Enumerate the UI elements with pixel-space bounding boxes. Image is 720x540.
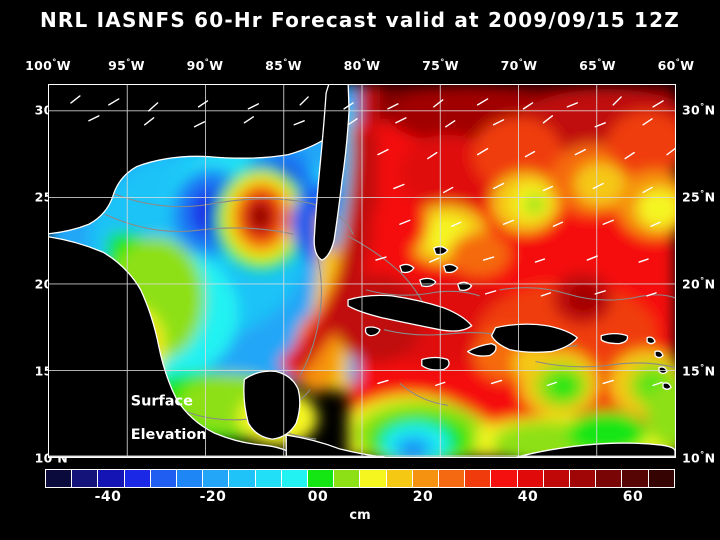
map-plot-area: Surface Elevation: [48, 84, 676, 458]
colorbar-swatch-21[interactable]: [596, 470, 623, 487]
colorbar[interactable]: [45, 469, 675, 488]
colorbar-unit-label: cm: [349, 508, 371, 523]
colorbar-swatch-7[interactable]: [229, 470, 256, 487]
wind-vector-arrows: [70, 95, 675, 387]
annotation-line-2: Elevation: [131, 427, 207, 443]
lon-tick-label-95W: 95°W: [108, 57, 145, 73]
colorbar-tick-40: 40: [517, 489, 539, 505]
lat-tick-label-right-20N: 20°N: [682, 276, 716, 292]
colorbar-swatch-16[interactable]: [465, 470, 492, 487]
map-annotation: Surface Elevation: [131, 393, 207, 443]
colorbar-swatch-3[interactable]: [124, 470, 151, 487]
colorbar-swatch-10[interactable]: [308, 470, 335, 487]
colorbar-tick--20: -20: [199, 489, 227, 505]
lat-lon-grid: [49, 85, 675, 457]
map-canvas: Surface Elevation: [49, 85, 675, 457]
colorbar-swatch-5[interactable]: [177, 470, 204, 487]
lon-tick-label-85W: 85°W: [265, 57, 302, 73]
annotation-line-1: Surface: [131, 393, 193, 409]
lon-tick-label-90W: 90°W: [186, 57, 224, 73]
lat-tick-label-right-10N: 10°N: [682, 450, 716, 466]
colorbar-swatch-15[interactable]: [439, 470, 466, 487]
lat-tick-label-right-15N: 15°N: [682, 363, 716, 379]
lon-tick-label-65W: 65°W: [579, 57, 616, 73]
lon-tick-label-80W: 80°W: [343, 57, 381, 73]
colorbar-swatch-9[interactable]: [281, 470, 309, 487]
colorbar-swatch-23[interactable]: [648, 470, 674, 487]
land-masses: [49, 85, 675, 457]
colorbar-swatch-17[interactable]: [491, 470, 518, 487]
lon-tick-label-100W: 100°W: [25, 57, 71, 73]
colorbar-swatch-6[interactable]: [203, 470, 230, 487]
colorbar-swatch-13[interactable]: [386, 470, 413, 487]
colorbar-swatch-20[interactable]: [570, 470, 597, 487]
lon-tick-label-60W: 60°W: [657, 57, 695, 73]
colorbar-swatch-12[interactable]: [360, 470, 387, 487]
lon-tick-label-75W: 75°W: [422, 57, 459, 73]
lat-tick-label-right-30N: 30°N: [682, 102, 716, 118]
colorbar-swatch-2[interactable]: [98, 470, 125, 487]
colorbar-swatch-1[interactable]: [72, 470, 99, 487]
figure-title: NRL IASNFS 60-Hr Forecast valid at 2009/…: [39, 8, 680, 32]
colorbar-swatch-8[interactable]: [255, 470, 282, 487]
colorbar-tick-60: 60: [622, 489, 644, 505]
lat-tick-label-right-25N: 25°N: [682, 189, 716, 205]
colorbar-swatch-18[interactable]: [517, 470, 544, 487]
colorbar-tick-20: 20: [412, 489, 434, 505]
colorbar-tick--40: -40: [94, 489, 122, 505]
lon-tick-label-70W: 70°W: [500, 57, 538, 73]
colorbar-swatch-4[interactable]: [150, 470, 178, 487]
colorbar-swatch-11[interactable]: [334, 470, 361, 487]
colorbar-swatch-0[interactable]: [46, 470, 73, 487]
colorbar-swatch-19[interactable]: [543, 470, 571, 487]
colorbar-tick-00: 00: [307, 489, 329, 505]
colorbar-swatch-22[interactable]: [622, 470, 649, 487]
colorbar-swatch-14[interactable]: [412, 470, 440, 487]
